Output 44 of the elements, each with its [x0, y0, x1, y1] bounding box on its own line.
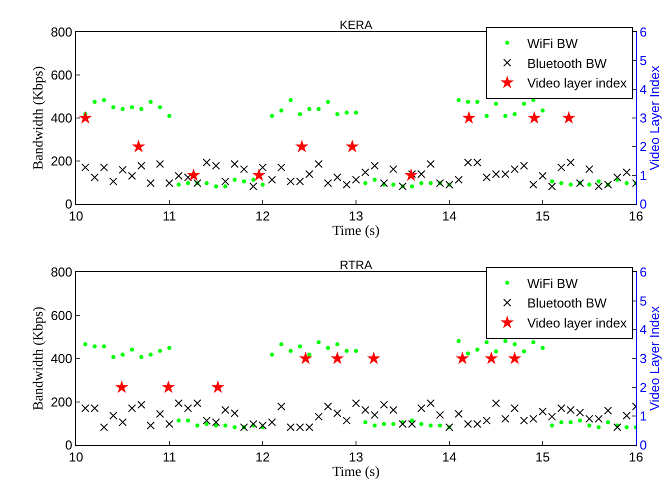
y-axis-title: Bandwidth (Kbps) — [31, 66, 46, 170]
y-axis-title: Bandwidth (Kbps) — [31, 306, 46, 410]
legend-label: WiFi BW — [527, 276, 578, 291]
y2-axis-title: Video Layer Index — [646, 65, 662, 170]
x-tick-label: 11 — [162, 208, 176, 224]
chart-title: RTRA — [340, 258, 372, 272]
x-tick-label: 14 — [442, 450, 457, 465]
x-tick-label: 15 — [535, 208, 550, 224]
legend-label: Bluetooth BW — [527, 296, 608, 311]
y2-tick-label: 4 — [640, 82, 647, 97]
y2-tick-label: 2 — [640, 139, 647, 154]
y2-tick-label: 6 — [640, 264, 647, 280]
x-tick-label: 12 — [255, 208, 270, 224]
y2-tick-label: 3 — [640, 110, 647, 126]
legend-label: Video layer index — [527, 76, 628, 91]
y-tick-label: 400 — [50, 351, 72, 366]
y2-tick-label: 4 — [640, 322, 647, 338]
chart-title: KERA — [340, 18, 372, 32]
y2-axis-title: Video Layer Index — [646, 306, 662, 411]
y2-tick-label: 6 — [640, 24, 647, 40]
y2-tick-label: 2 — [640, 380, 647, 395]
y-tick-label: 800 — [50, 24, 72, 40]
y-tick-label: 600 — [50, 308, 72, 323]
y2-tick-label: 1 — [640, 408, 647, 424]
y-tick-label: 600 — [50, 68, 72, 83]
legend-label: Bluetooth BW — [527, 56, 608, 71]
x-axis-title: Time (s) — [332, 224, 380, 239]
y-tick-label: 400 — [50, 110, 72, 126]
y-tick-label: 200 — [50, 394, 72, 410]
legend-label: WiFi BW — [527, 36, 578, 51]
y-tick-label: 200 — [50, 154, 72, 169]
x-tick-label: 12 — [255, 450, 270, 465]
x-axis-title: Time (s) — [332, 464, 380, 480]
y-tick-label: 800 — [50, 264, 72, 280]
x-tick-label: 13 — [348, 208, 364, 224]
x-tick-label: 11 — [162, 450, 176, 465]
y2-tick-label: 1 — [640, 168, 647, 183]
y2-tick-label: 5 — [640, 53, 647, 68]
x-tick-label: 14 — [442, 208, 457, 224]
y2-tick-label: 3 — [640, 351, 647, 366]
legend-label: Video layer index — [527, 316, 628, 331]
x-tick-label: 13 — [348, 450, 364, 465]
y2-tick-label: 5 — [640, 293, 647, 308]
x-tick-label: 15 — [535, 450, 550, 465]
